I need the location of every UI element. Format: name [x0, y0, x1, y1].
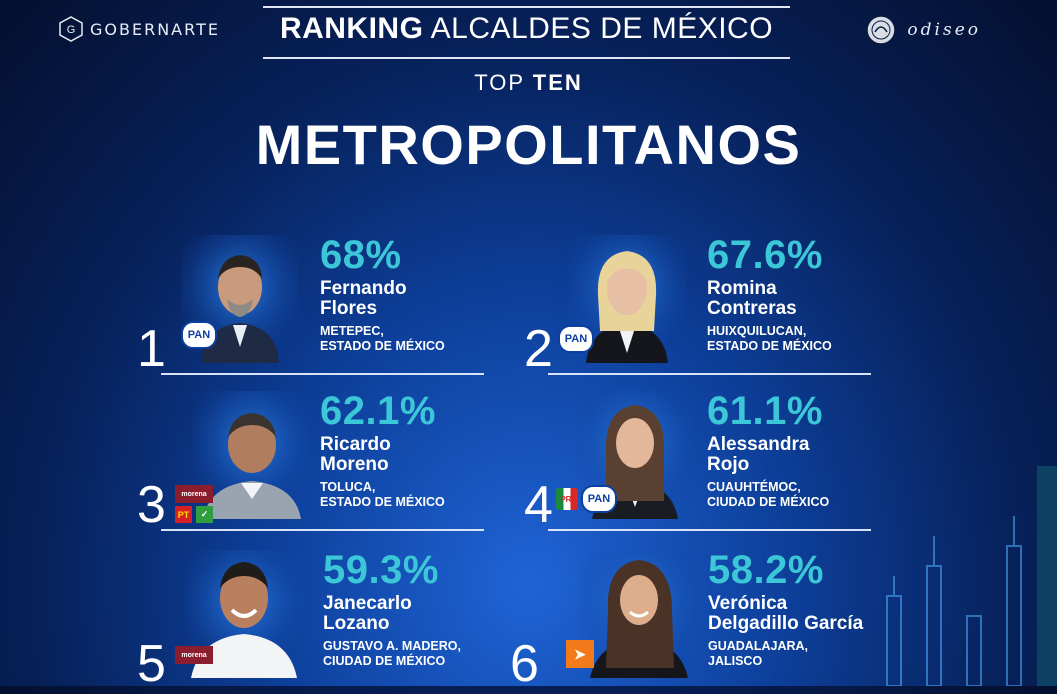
verde-party-logo: ✓	[196, 506, 213, 523]
person-portrait-icon	[568, 235, 686, 363]
location-city: GUADALAJARA,	[708, 639, 808, 653]
mayor-name-first: Janecarlo	[323, 593, 412, 614]
top-ten-bold: TEN	[532, 70, 583, 95]
mayor-name: Janecarlo Lozano	[323, 594, 412, 634]
location-city: HUIXQUILUCAN,	[707, 324, 807, 338]
rank-number: 3	[137, 476, 166, 534]
odiseo-seal-icon	[866, 15, 897, 45]
person-portrait-icon	[580, 550, 698, 678]
mayor-name-first: Ricardo	[320, 434, 391, 455]
person-portrait-icon	[185, 550, 303, 678]
mayor-name-last: Lozano	[323, 613, 390, 634]
mayor-name-last: Contreras	[707, 298, 797, 319]
mayor-name-first: Romina	[707, 278, 777, 299]
mayor-name-last: Delgadillo García	[708, 613, 864, 634]
mayor-photo	[185, 550, 303, 678]
odiseo-logo: odiseo	[865, 14, 981, 46]
approval-percent: 59.3%	[323, 548, 439, 592]
top-ten-label: TOP TEN	[0, 70, 1057, 96]
category-title: METROPOLITANOS	[255, 113, 802, 176]
morena-party-logo: morena	[175, 646, 213, 664]
pan-party-logo: PAN	[181, 321, 217, 349]
card-underline	[548, 529, 871, 531]
rank-number: 5	[137, 635, 166, 693]
party-logos: PAN	[558, 325, 594, 353]
location-state: CIUDAD DE MÉXICO	[707, 495, 830, 509]
card-underline	[161, 373, 484, 375]
card-underline	[161, 529, 484, 531]
morena-party-logo: morena	[175, 485, 213, 503]
mayor-name-first: Verónica	[708, 593, 788, 614]
location-city: TOLUCA,	[320, 480, 376, 494]
mayor-name-last: Moreno	[320, 454, 389, 475]
location-state: JALISCO	[708, 654, 763, 668]
ranking-title-light: ALCALDES DE MÉXICO	[430, 12, 774, 45]
svg-text:G: G	[67, 24, 76, 36]
gobernarte-gear-icon: G	[59, 16, 83, 42]
background-bar-graphic	[886, 466, 1057, 686]
party-logos: PAN	[181, 321, 217, 349]
party-logos: morena	[175, 646, 213, 664]
party-logos: ➤	[566, 640, 594, 668]
mayor-card-4: PRI PAN 4 61.1% Alessandra Rojo CUAUHTÉM…	[524, 381, 871, 534]
location-state: CIUDAD DE MÉXICO	[323, 654, 446, 668]
odiseo-logo-text: odiseo	[907, 20, 981, 40]
rank-number: 2	[524, 320, 553, 378]
approval-percent: 62.1%	[320, 389, 436, 433]
party-logos: PRI PAN	[556, 485, 617, 513]
top-ten-light: TOP	[474, 70, 525, 95]
approval-percent: 61.1%	[707, 389, 823, 433]
location-state: ESTADO DE MÉXICO	[320, 495, 445, 509]
location-city: GUSTAVO A. MADERO,	[323, 639, 461, 653]
mayor-name-last: Flores	[320, 298, 378, 319]
mayor-name: Romina Contreras	[707, 279, 797, 319]
location-state: ESTADO DE MÉXICO	[707, 339, 832, 353]
mayor-name-last: Rojo	[707, 454, 750, 475]
mc-party-logo: ➤	[566, 640, 594, 668]
approval-percent: 58.2%	[708, 548, 824, 592]
approval-percent: 67.6%	[707, 233, 823, 277]
rank-number: 1	[137, 320, 166, 378]
pt-party-logo: PT	[175, 506, 192, 523]
mayor-card-3: morena PT ✓ 3 62.1% Ricardo Moreno TOLUC…	[137, 381, 484, 534]
pan-party-logo: PAN	[581, 485, 617, 513]
header-top-rule	[263, 6, 790, 8]
mayor-location: HUIXQUILUCAN, ESTADO DE MÉXICO	[707, 324, 832, 354]
mayor-card-6: ➤ 6 58.2% Verónica Delgadillo García GUA…	[510, 540, 863, 693]
location-state: ESTADO DE MÉXICO	[320, 339, 445, 353]
gobernarte-logo-text: GOBERNARTE	[90, 19, 220, 39]
mayor-location: GUADALAJARA, JALISCO	[708, 639, 808, 669]
pan-party-logo: PAN	[558, 325, 594, 353]
card-underline	[548, 373, 871, 375]
mayor-card-2: PAN 2 67.6% Romina Contreras HUIXQUILUCA…	[524, 225, 871, 378]
rank-number: 6	[510, 635, 539, 693]
mayor-card-1: PAN 1 68% Fernando Flores METEPEC, ESTAD…	[137, 225, 484, 378]
mayor-name-first: Fernando	[320, 278, 407, 299]
mayor-photo	[181, 235, 299, 363]
mayor-name-first: Alessandra	[707, 434, 810, 455]
header-bottom-rule	[263, 57, 790, 59]
mayor-location: TOLUCA, ESTADO DE MÉXICO	[320, 480, 445, 510]
ranking-title: RANKING ALCALDES DE MÉXICO	[263, 12, 790, 46]
mayor-name: Ricardo Moreno	[320, 435, 391, 475]
mayor-name: Verónica Delgadillo García	[708, 594, 918, 634]
mayor-name: Alessandra Rojo	[707, 435, 809, 475]
mayor-location: CUAUHTÉMOC, CIUDAD DE MÉXICO	[707, 480, 829, 510]
mayor-photo	[568, 235, 686, 363]
mayor-location: GUSTAVO A. MADERO, CIUDAD DE MÉXICO	[323, 639, 461, 669]
pri-party-logo: PRI	[556, 488, 578, 510]
party-logos: morena PT ✓	[175, 485, 213, 523]
location-city: CUAUHTÉMOC,	[707, 480, 801, 494]
rank-number: 4	[524, 476, 553, 534]
person-portrait-icon	[181, 235, 299, 363]
location-city: METEPEC,	[320, 324, 384, 338]
gobernarte-logo: G GOBERNARTE	[58, 16, 220, 42]
mayor-location: METEPEC, ESTADO DE MÉXICO	[320, 324, 445, 354]
ranking-title-bold: RANKING	[279, 12, 424, 45]
mayor-photo	[580, 550, 698, 678]
mayor-card-5: morena 5 59.3% Janecarlo Lozano GUSTAVO …	[137, 540, 482, 693]
mayor-name: Fernando Flores	[320, 279, 407, 319]
approval-percent: 68%	[320, 233, 402, 277]
